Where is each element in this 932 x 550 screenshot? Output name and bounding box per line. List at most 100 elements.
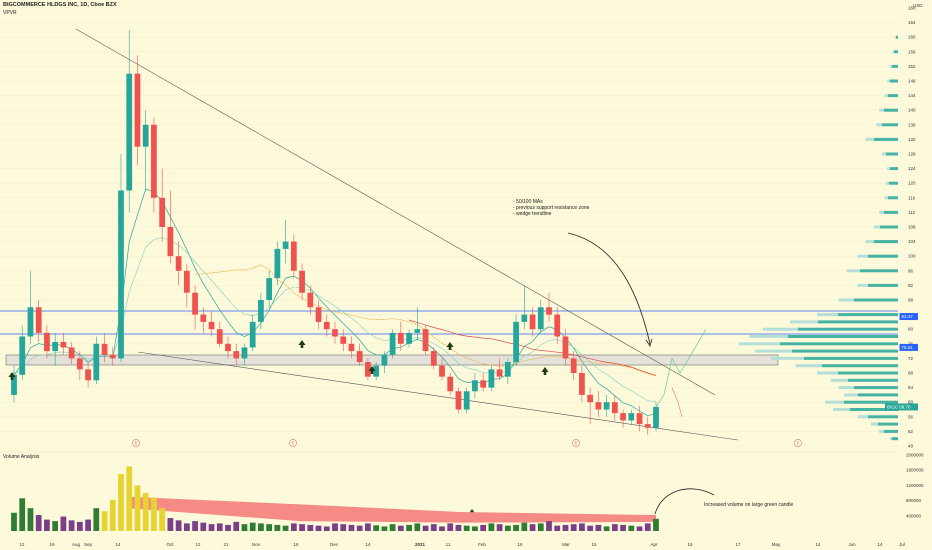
vpvr-bar-ext xyxy=(876,123,882,127)
earnings-marker[interactable]: E xyxy=(132,439,140,447)
candle-body xyxy=(414,329,421,333)
time-tick-label: Sep xyxy=(84,542,93,547)
candle-body xyxy=(496,369,503,377)
volume-bar xyxy=(85,519,91,531)
time-tick-label: Oct xyxy=(166,542,174,547)
candle-body xyxy=(151,124,157,198)
candle-body xyxy=(258,300,264,322)
volume-bar xyxy=(68,520,75,531)
candle-body xyxy=(430,351,437,366)
candle-body xyxy=(546,307,552,315)
vpvr-bar xyxy=(874,240,898,244)
vpvr-bar xyxy=(838,371,898,375)
vpvr-bar-ext xyxy=(817,313,838,317)
volume-bar xyxy=(644,523,651,531)
candle-body xyxy=(356,351,363,363)
volume-tick-label: 400000 xyxy=(906,513,922,518)
volume-bar xyxy=(101,511,108,531)
vpvr-bar xyxy=(884,108,898,112)
volume-bar xyxy=(249,522,256,531)
volume-bars xyxy=(11,466,659,531)
candle-body xyxy=(192,292,198,315)
price-tick-label: 164 xyxy=(908,20,916,25)
candle-body xyxy=(521,314,528,322)
vpvr-bar xyxy=(882,123,898,127)
vpvr-bar xyxy=(844,400,898,404)
candle-body xyxy=(216,329,223,344)
time-tick-label: 14 xyxy=(115,542,121,547)
candle-body xyxy=(249,321,256,348)
volume-bar xyxy=(529,524,536,531)
price-tick-label: 80 xyxy=(908,327,914,332)
vpvr-bar xyxy=(889,181,898,185)
vpvr-bar xyxy=(878,422,898,426)
volume-bar xyxy=(290,523,297,531)
vpvr-bar xyxy=(874,137,898,141)
volume-bar xyxy=(76,521,83,531)
volume-bar xyxy=(439,526,445,531)
vpvr-bar-ext xyxy=(795,364,822,368)
vpvr-bar-ext xyxy=(892,50,894,54)
price-tick-label: 112 xyxy=(908,210,916,215)
vpvr-bar-ext xyxy=(833,408,850,411)
price-tick-label: 136 xyxy=(908,122,916,127)
vpvr-bar xyxy=(868,254,898,258)
candle-body xyxy=(241,347,248,359)
price-tick-label: 56 xyxy=(908,414,914,419)
volume-bar xyxy=(496,524,503,531)
candle-body xyxy=(587,394,594,403)
price-tick-label: 96 xyxy=(908,268,914,273)
vpvr-bar-ext xyxy=(879,210,884,214)
candle-body xyxy=(332,329,338,337)
candle-body xyxy=(101,343,108,355)
price-tick-label: 72 xyxy=(908,356,914,361)
price-tick-label: 52 xyxy=(908,429,914,434)
earnings-marker[interactable]: E xyxy=(289,439,297,447)
up-arrow-icon xyxy=(446,342,454,350)
candle-body xyxy=(60,341,67,348)
annotation-note: - 50/100 MAs - previous support resistan… xyxy=(513,199,590,218)
candle-body xyxy=(381,354,388,366)
indicator-label[interactable]: VPVR xyxy=(3,10,17,16)
volume-bar xyxy=(521,522,528,531)
volume-bar xyxy=(183,523,190,531)
price-tick-label: 116 xyxy=(908,195,916,200)
volume-bar xyxy=(241,524,248,531)
volume-ma-band xyxy=(128,496,656,523)
vpvr-bar-ext xyxy=(887,167,890,171)
earnings-marker[interactable]: E xyxy=(572,439,580,447)
volume-bar xyxy=(274,524,281,531)
vpvr-bar xyxy=(804,356,898,360)
time-tick-label: 14 xyxy=(877,542,883,547)
price-tick-label: 168 xyxy=(908,6,916,11)
time-tick-label: 21 xyxy=(223,542,229,547)
volume-bar xyxy=(126,466,133,531)
vpvr-bar xyxy=(880,225,898,229)
wedge-upper-trendline xyxy=(75,28,716,396)
candle-body xyxy=(290,241,297,271)
volume-bar xyxy=(134,485,141,531)
vpvr-bar-ext xyxy=(857,283,868,287)
price-tick-label: 100 xyxy=(908,254,916,259)
candle-body xyxy=(266,278,273,300)
ma-100-line xyxy=(409,319,657,376)
volume-bar xyxy=(397,525,404,531)
candle-body xyxy=(579,373,585,395)
price-tick-label: 60 xyxy=(908,400,914,405)
earnings-marker[interactable]: E xyxy=(794,439,802,447)
vpvr-bar-ext xyxy=(865,240,874,244)
volume-bar xyxy=(587,525,594,531)
volume-annotation-curve xyxy=(654,488,715,515)
vpvr-bar xyxy=(884,429,898,433)
volume-panel-label[interactable]: Volume Analysis xyxy=(3,454,40,460)
candle-body xyxy=(167,227,174,257)
vpvr-bar-ext xyxy=(846,269,860,273)
volume-bar xyxy=(258,523,264,531)
volume-bar xyxy=(636,526,643,531)
volume-bar xyxy=(406,524,412,531)
candle-body xyxy=(118,190,124,359)
vpvr-bar xyxy=(850,408,898,411)
vpvr-bar-ext xyxy=(763,327,798,331)
